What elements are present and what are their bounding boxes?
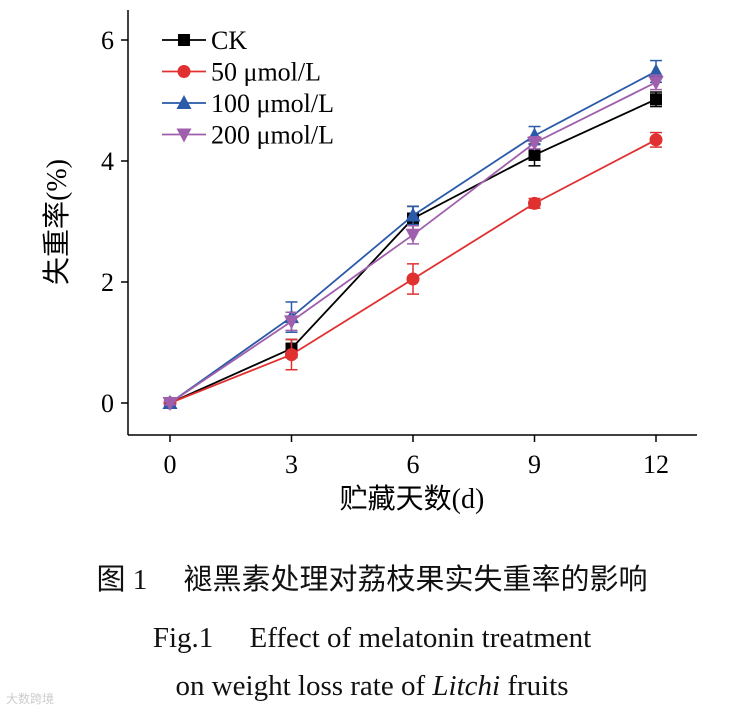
y-axis-label: 失重率(%) bbox=[41, 159, 73, 285]
x-tick-label: 0 bbox=[164, 450, 177, 479]
x-tick-label: 9 bbox=[528, 450, 541, 479]
data-point bbox=[405, 228, 421, 243]
y-tick-label: 6 bbox=[101, 26, 114, 55]
legend-marker bbox=[178, 34, 190, 46]
x-tick-label: 12 bbox=[643, 450, 669, 479]
data-point bbox=[650, 93, 662, 106]
caption-cn: 图 1 褪黑素处理对荔枝果实失重率的影响 bbox=[96, 564, 648, 596]
data-point bbox=[528, 196, 541, 210]
data-point bbox=[527, 136, 542, 151]
legend-label: CK bbox=[211, 26, 247, 55]
data-point bbox=[528, 148, 541, 161]
data-point bbox=[648, 63, 664, 78]
data-point bbox=[284, 315, 299, 330]
legend-label: 200 μmol/L bbox=[211, 121, 334, 150]
data-point bbox=[285, 348, 298, 362]
y-tick-label: 2 bbox=[101, 268, 114, 297]
data-point bbox=[162, 397, 178, 411]
data-point bbox=[405, 207, 421, 222]
data-point bbox=[649, 133, 663, 147]
y-tick-label: 0 bbox=[101, 389, 114, 418]
x-tick-label: 3 bbox=[285, 450, 298, 479]
x-tick-label: 6 bbox=[407, 450, 420, 479]
data-point bbox=[406, 272, 420, 286]
caption-en-line1: Fig.1 Effect of melatonin treatment bbox=[152, 622, 592, 654]
legend-marker bbox=[176, 95, 192, 109]
y-tick-label: 4 bbox=[101, 147, 114, 176]
x-axis-label: 贮藏天数(d) bbox=[340, 483, 485, 515]
legend-marker bbox=[176, 128, 192, 143]
legend-label: 100 μmol/L bbox=[211, 89, 334, 118]
watermark: 大数跨境 bbox=[6, 692, 55, 706]
data-point bbox=[648, 76, 664, 91]
legend-marker bbox=[177, 65, 191, 78]
caption-en-line2: on weight loss rate of Litchi fruits bbox=[175, 670, 569, 702]
legend-label: 50 μmol/L bbox=[211, 58, 321, 87]
